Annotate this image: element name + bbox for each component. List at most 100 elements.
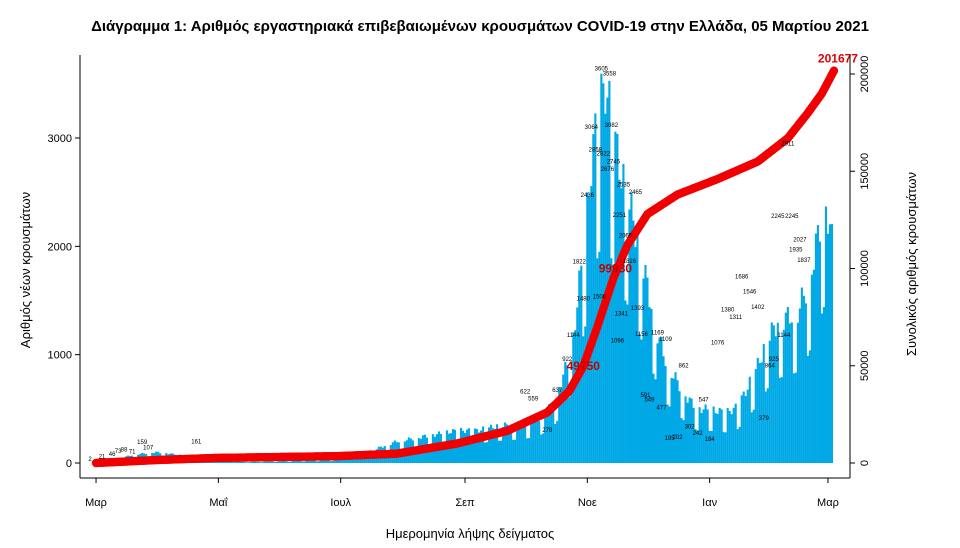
bar-value-label: 379 xyxy=(759,416,770,422)
cumulative-annotation: 49750 xyxy=(567,359,601,373)
daily-bar xyxy=(692,407,695,463)
daily-bar xyxy=(443,444,447,463)
daily-bar xyxy=(498,440,501,463)
x-tick-label: Μαΐ xyxy=(209,497,228,509)
daily-bar xyxy=(770,322,773,463)
daily-bar xyxy=(287,461,290,463)
daily-bar xyxy=(554,424,557,463)
bar-value-label: 3605 xyxy=(595,66,609,72)
daily-bar xyxy=(544,414,547,463)
daily-bar xyxy=(463,433,467,463)
daily-bar xyxy=(810,274,813,463)
daily-bar xyxy=(586,192,589,463)
bar-value-label: 242 xyxy=(693,431,704,437)
daily-bar xyxy=(429,446,432,463)
daily-bar xyxy=(802,295,805,463)
daily-bar xyxy=(798,308,801,463)
y-right-tick-label: 0 xyxy=(859,460,871,466)
daily-bar xyxy=(736,429,739,463)
daily-bar xyxy=(281,461,284,463)
daily-bar xyxy=(634,247,637,463)
daily-bar xyxy=(626,304,629,463)
bar-value-label: 1076 xyxy=(711,340,725,346)
daily-bar xyxy=(506,424,509,463)
daily-bar xyxy=(516,426,519,463)
daily-bar xyxy=(618,179,621,464)
bar-value-label: 3064 xyxy=(585,125,599,131)
x-axis-label: Ημερομηνία λήψης δείγματος xyxy=(386,526,555,541)
daily-bar xyxy=(764,391,767,463)
daily-bar xyxy=(796,322,799,463)
bar-value-label: 195 xyxy=(665,436,676,442)
bar-value-label: 1380 xyxy=(721,308,735,314)
daily-bar xyxy=(756,357,759,463)
daily-bar xyxy=(508,427,511,463)
bar-value-label: 1311 xyxy=(729,315,743,321)
line-annotations: 49750 99930 201677 xyxy=(567,52,859,373)
bar-value-label: 3082 xyxy=(605,123,619,129)
daily-bar xyxy=(229,461,232,463)
bar-value-label: 2065 xyxy=(619,233,633,239)
daily-bar xyxy=(600,73,603,463)
daily-bar xyxy=(582,336,585,463)
daily-bar xyxy=(766,388,769,463)
daily-bar xyxy=(660,337,663,463)
y-left-tick-label: 3000 xyxy=(48,133,72,145)
daily-bar xyxy=(305,460,308,463)
daily-bar xyxy=(598,251,601,463)
bar-value-label: 2911 xyxy=(781,142,795,148)
daily-bar xyxy=(261,462,264,463)
bar-value-label: 1935 xyxy=(789,247,803,253)
daily-bar xyxy=(616,133,619,463)
daily-bar xyxy=(289,461,292,463)
daily-bar xyxy=(522,425,525,463)
daily-bar xyxy=(734,403,737,463)
daily-bar xyxy=(562,374,565,463)
daily-bar xyxy=(720,409,723,463)
daily-bar xyxy=(594,113,597,463)
daily-bar xyxy=(319,459,322,463)
bar-value-label: 2251 xyxy=(613,213,627,219)
daily-bar xyxy=(490,424,493,463)
bar-value-label: 2745 xyxy=(607,160,621,166)
daily-bar xyxy=(820,313,823,463)
x-tick-label: Ιαν xyxy=(702,497,717,509)
daily-bar xyxy=(231,462,234,463)
daily-bar xyxy=(568,397,571,463)
daily-bar xyxy=(492,428,495,463)
daily-bar xyxy=(219,461,222,463)
daily-bar xyxy=(273,462,276,463)
daily-bar xyxy=(217,461,220,463)
daily-bar xyxy=(241,461,244,463)
daily-bar xyxy=(714,413,717,463)
daily-bar xyxy=(265,461,268,463)
daily-bar xyxy=(676,380,679,463)
daily-bar xyxy=(239,461,242,463)
daily-bar xyxy=(668,406,671,463)
bar-value-label: 2465 xyxy=(629,190,643,196)
daily-bar xyxy=(784,312,787,463)
daily-bar xyxy=(812,269,815,463)
daily-bar xyxy=(550,403,553,463)
y-right-tick-label: 150000 xyxy=(859,153,871,190)
daily-bar xyxy=(303,461,306,463)
daily-bar xyxy=(345,459,348,463)
daily-bar xyxy=(732,407,735,463)
daily-bar xyxy=(686,402,689,463)
daily-bar xyxy=(552,407,555,463)
bar-value-label: 88 xyxy=(121,447,128,453)
cumulative-annotation: 201677 xyxy=(818,52,858,66)
daily-bar xyxy=(299,460,302,463)
daily-bar xyxy=(728,410,731,463)
daily-bar xyxy=(307,460,310,463)
daily-bar xyxy=(469,443,473,463)
daily-bar xyxy=(774,336,777,463)
daily-bar xyxy=(702,409,705,463)
daily-bar xyxy=(610,258,613,463)
daily-bar xyxy=(584,326,587,463)
daily-bar xyxy=(808,350,811,463)
daily-bar xyxy=(327,459,330,463)
bar-value-label: 1822 xyxy=(573,260,587,266)
daily-bar xyxy=(285,461,288,463)
daily-bar xyxy=(744,395,747,463)
